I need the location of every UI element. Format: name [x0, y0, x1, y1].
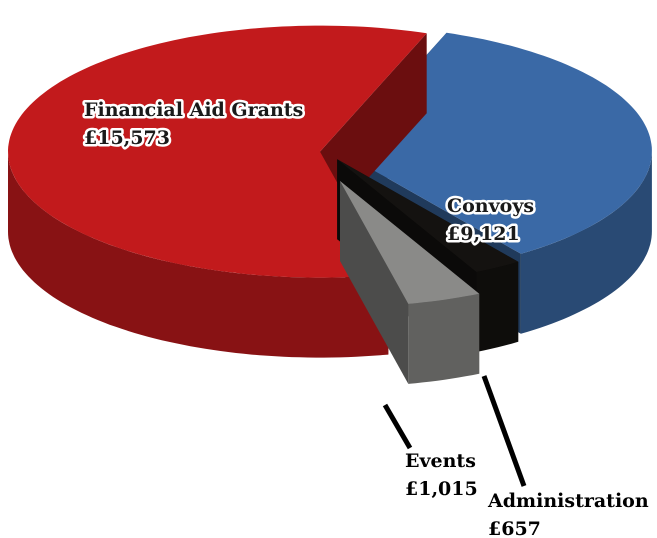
labels: Convoys £9,121 Administration £657 Events £1,…	[82, 97, 649, 538]
slice-label: Financial Aid Grants	[84, 99, 303, 121]
slice-wall	[476, 261, 519, 352]
slice-wall	[408, 293, 480, 384]
slice-wall	[520, 151, 652, 334]
slice	[340, 181, 480, 304]
slice-value: £657	[488, 518, 541, 538]
slice-value: £9,121	[447, 223, 520, 245]
leader-line	[382, 403, 413, 450]
slice	[337, 159, 519, 272]
slice-side	[340, 181, 409, 384]
leader-line	[481, 375, 527, 487]
slice-label: Convoys	[447, 195, 534, 217]
slice-label: Events	[405, 450, 476, 472]
slice	[8, 25, 427, 278]
pie	[8, 25, 652, 384]
slice-wall	[8, 151, 389, 358]
slice-label: Administration	[487, 490, 649, 512]
slice-value: £1,015	[405, 478, 478, 500]
slice-value: £15,573	[84, 127, 170, 149]
